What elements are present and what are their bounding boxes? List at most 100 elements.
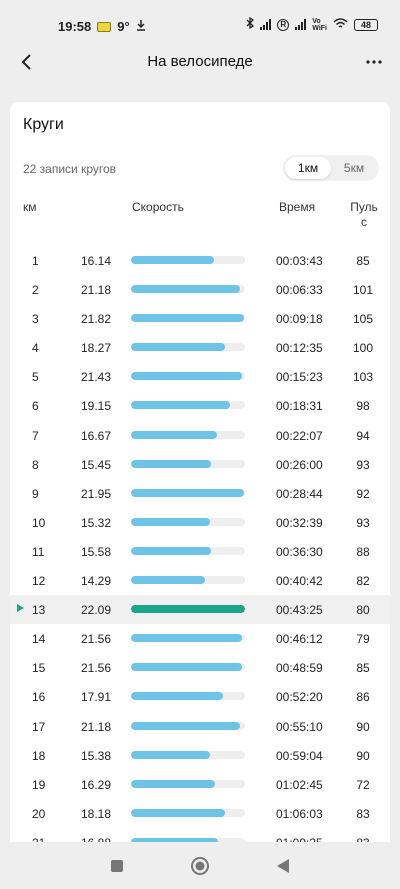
lap-km: 3: [32, 312, 39, 327]
speed-bar: [131, 663, 245, 672]
speed-bar: [131, 546, 245, 555]
speed-bar: [131, 576, 245, 585]
lap-pulse: 88: [356, 544, 370, 559]
lap-km: 12: [32, 574, 46, 589]
lap-time: 00:18:31: [276, 399, 323, 414]
current-lap-marker-icon: [17, 604, 24, 613]
lap-pulse: 100: [352, 341, 374, 356]
wifi-icon: [333, 17, 348, 32]
battery-icon: 48: [354, 18, 378, 31]
table-row[interactable]: 13 22.09 00:43:25 80: [10, 595, 390, 625]
laps-table: 1 16.14 00:03:43 85 2 21.18 00:06:33 101 3 21.82 0…: [10, 246, 390, 857]
speed-bar: [131, 488, 245, 497]
lap-time: 00:32:39: [276, 515, 323, 530]
column-header-time: Время: [279, 200, 316, 214]
table-row[interactable]: 12 14.29 00:40:42 82: [10, 566, 390, 595]
lap-speed: 15.32: [81, 515, 112, 530]
lap-km: 10: [32, 515, 46, 530]
speed-bar: [131, 837, 245, 846]
speed-bar-fill: [131, 663, 243, 672]
lap-speed: 17.91: [81, 690, 112, 705]
table-row[interactable]: 3 21.82 00:09:18 105: [10, 304, 390, 333]
lap-pulse: 83: [356, 806, 370, 821]
page-title: На велосипеде: [147, 53, 253, 70]
lap-km: 15: [32, 661, 46, 676]
lap-km: 9: [32, 486, 39, 501]
table-row[interactable]: 4 18.27 00:12:35 100: [10, 333, 390, 362]
lap-time: 00:15:23: [276, 370, 323, 385]
table-row[interactable]: 14 21.56 00:46:12 79: [10, 624, 390, 653]
speed-bar-fill: [131, 256, 215, 264]
toggle-1km[interactable]: 1км: [285, 157, 331, 179]
table-row[interactable]: 5 21.43 00:15:23 103: [10, 362, 390, 391]
table-row[interactable]: 10 15.32 00:32:39 93: [10, 508, 390, 537]
lap-pulse: 101: [352, 283, 374, 298]
lap-time: 00:28:44: [276, 486, 323, 501]
table-row[interactable]: 7 16.67 00:22:07 94: [10, 421, 390, 450]
lap-pulse: 90: [356, 719, 370, 734]
lap-pulse: 85: [356, 661, 370, 676]
more-button[interactable]: [360, 48, 388, 76]
table-row[interactable]: 20 18.18 01:06:03 83: [10, 799, 390, 828]
back-button[interactable]: [12, 48, 40, 76]
table-row[interactable]: 17 21.18 00:55:10 90: [10, 712, 390, 741]
table-row[interactable]: 1 16.14 00:03:43 85: [10, 246, 390, 275]
table-row[interactable]: 6 19.15 00:18:31 98: [10, 391, 390, 420]
table-row[interactable]: 2 21.18 00:06:33 101: [10, 275, 390, 304]
lap-km: 13: [32, 603, 46, 618]
chevron-left-icon: [21, 54, 31, 70]
lap-pulse: 86: [356, 690, 370, 705]
lap-speed: 15.38: [81, 748, 112, 763]
lap-pulse: 94: [356, 428, 370, 443]
speed-bar: [131, 721, 245, 730]
table-row[interactable]: 15 21.56 00:48:59 85: [10, 653, 390, 682]
distance-toggle: 1км 5км: [283, 155, 379, 181]
lap-km: 20: [32, 806, 46, 821]
lap-time: 00:06:33: [276, 283, 323, 298]
speed-bar: [131, 808, 245, 817]
column-header-pulse: Пуль с: [350, 200, 378, 229]
speed-bar-fill: [131, 634, 243, 643]
speed-bar-fill: [131, 721, 241, 730]
lap-km: 11: [32, 544, 45, 559]
table-row[interactable]: 8 15.45 00:26:00 93: [10, 450, 390, 479]
lap-time: 00:03:43: [276, 254, 323, 268]
lap-pulse: 72: [356, 777, 370, 792]
speed-bar: [131, 459, 245, 468]
home-button[interactable]: [185, 851, 215, 881]
table-row[interactable]: 11 15.58 00:36:30 88: [10, 537, 390, 566]
speed-bar: [131, 430, 245, 439]
table-row[interactable]: 19 16.29 01:02:45 72: [10, 770, 390, 799]
speed-bar: [131, 372, 245, 381]
column-header-speed: Скорость: [132, 200, 184, 214]
lap-km: 14: [32, 632, 46, 647]
table-row[interactable]: 18 15.38 00:59:04 90: [10, 741, 390, 770]
lap-time: 00:22:07: [276, 428, 323, 443]
speed-bar-fill: [131, 285, 241, 294]
toggle-5km[interactable]: 5км: [343, 161, 365, 175]
more-dots-icon: [366, 60, 382, 64]
lap-pulse: 92: [356, 486, 370, 501]
table-row[interactable]: 16 17.91 00:52:20 86: [10, 682, 390, 711]
speed-bar-fill: [131, 401, 230, 410]
speed-bar: [131, 779, 245, 788]
recents-button[interactable]: [102, 851, 132, 881]
status-bar: 19:58 9° R Vo WiFi 48: [0, 0, 400, 42]
lap-km: 4: [32, 341, 39, 356]
r-icon: R: [277, 18, 290, 31]
bluetooth-icon: [246, 16, 255, 32]
lap-time: 00:52:20: [276, 690, 323, 705]
vowifi-icon: Vo WiFi: [312, 17, 327, 32]
speed-bar-fill: [131, 750, 211, 759]
lap-time: 00:48:59: [276, 661, 323, 676]
lap-km: 18: [32, 748, 46, 763]
back-nav-button[interactable]: [268, 851, 298, 881]
lap-time: 00:40:42: [276, 574, 323, 589]
lap-speed: 16.14: [81, 254, 112, 268]
lap-time: 00:36:30: [276, 544, 323, 559]
speed-bar: [131, 634, 245, 643]
status-left: 19:58 9°: [58, 19, 146, 34]
clock: 19:58: [58, 19, 92, 34]
lap-km: 1: [32, 254, 39, 268]
table-row[interactable]: 9 21.95 00:28:44 92: [10, 479, 390, 508]
